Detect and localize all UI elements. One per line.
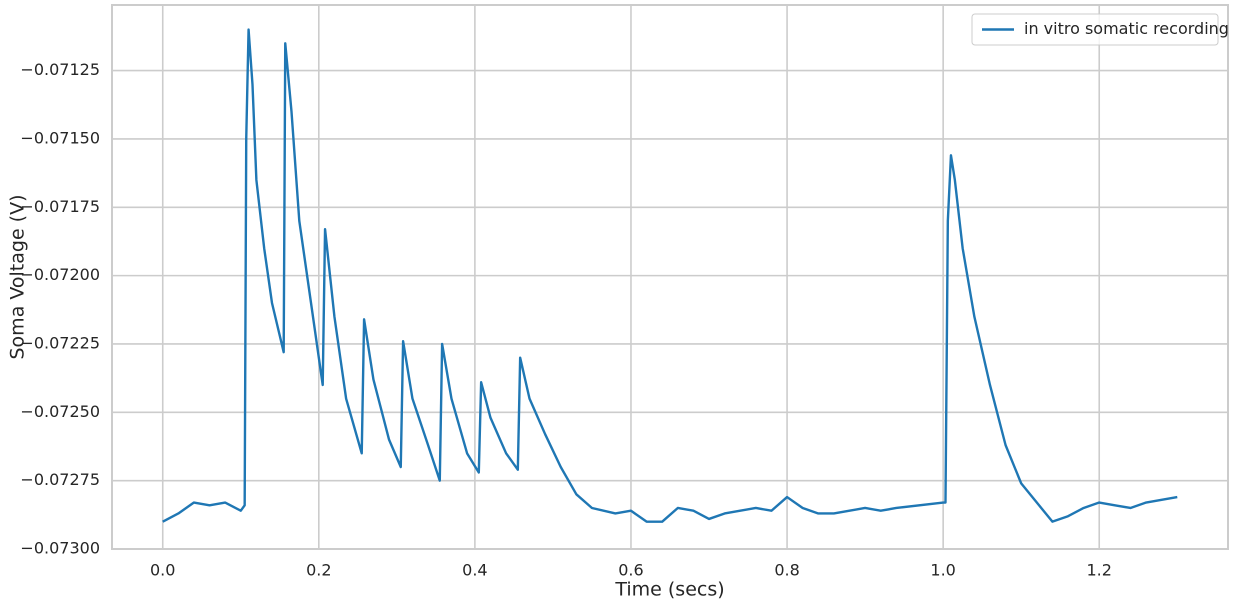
x-tick-label: 0.6 xyxy=(618,561,643,580)
legend-box xyxy=(971,13,1219,46)
x-tick-label: 1.2 xyxy=(1087,561,1112,580)
x-tick-label: 0.4 xyxy=(462,561,487,580)
x-tick-label: 0.2 xyxy=(306,561,331,580)
y-tick-label: −0.07300 xyxy=(20,539,100,558)
y-axis-label: Soma Voltage (V) xyxy=(7,194,29,359)
y-tick-label: −0.07125 xyxy=(20,60,100,79)
x-tick-label: 1.0 xyxy=(930,561,955,580)
x-tick-label: 0.8 xyxy=(774,561,799,580)
x-axis-label: Time (secs) xyxy=(614,579,724,601)
y-tick-label: −0.07225 xyxy=(20,333,100,352)
y-tick-label: −0.07150 xyxy=(20,128,100,147)
x-tick-label: 0.0 xyxy=(150,561,175,580)
y-tick-label: −0.07275 xyxy=(20,470,100,489)
y-tick-label: −0.07200 xyxy=(20,265,100,284)
legend-label: in vitro somatic recording xyxy=(1024,19,1229,38)
y-tick-label: −0.07175 xyxy=(20,197,100,216)
plot-frame xyxy=(111,4,1229,550)
y-tick-label: −0.07250 xyxy=(20,402,100,421)
line-series xyxy=(162,28,1178,523)
